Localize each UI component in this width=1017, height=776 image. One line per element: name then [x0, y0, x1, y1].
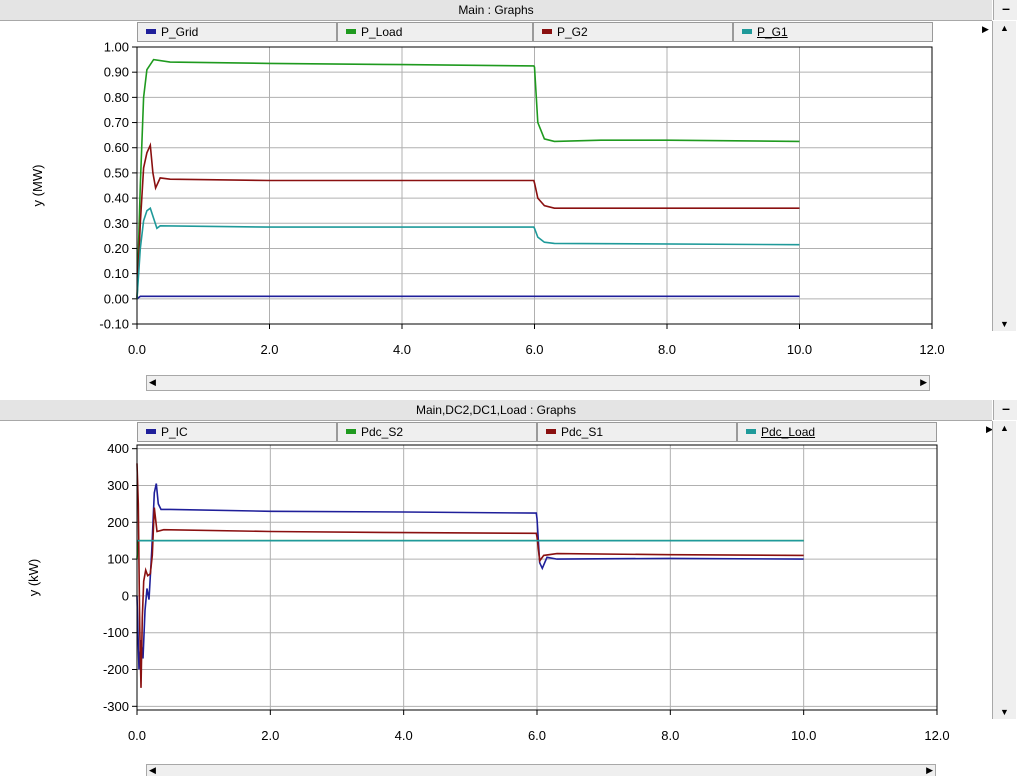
graph-panel-2: Main,DC2,DC1,Load : Graphs – P_IC Pdc_S2… [0, 400, 1017, 776]
y-tick-label: 0.40 [104, 191, 129, 206]
legend-item-p-load[interactable]: P_Load [337, 22, 533, 42]
x-tick-label: 2.0 [261, 728, 279, 743]
legend-label: P_G2 [557, 25, 588, 39]
x-tick-label: 2.0 [260, 342, 278, 357]
scroll-down-icon[interactable]: ▼ [1000, 707, 1009, 717]
legend-swatch [746, 429, 756, 435]
y-tick-label: 0.50 [104, 165, 129, 180]
scroll-right-icon[interactable]: ▶ [920, 377, 927, 387]
y-tick-label: 100 [107, 552, 129, 567]
legend-label: P_Grid [161, 25, 199, 39]
legend-scroll-right-icon[interactable]: ▶ [986, 424, 993, 434]
graph-panel-1: Main : Graphs – P_Grid P_Load P_G2 P_G1 … [0, 0, 1017, 391]
y-tick-label: 0.00 [104, 291, 129, 306]
scroll-left-icon[interactable]: ◀ [149, 377, 156, 387]
legend-swatch [346, 29, 356, 35]
horizontal-scrollbar[interactable]: ◀ ▶ [146, 375, 930, 391]
x-tick-label: 12.0 [924, 728, 949, 743]
panel-title: Main,DC2,DC1,Load : Graphs [0, 400, 992, 421]
y-tick-label: 0.30 [104, 216, 129, 231]
series-line-p-load [136, 58, 800, 299]
y-tick-label: 0.20 [104, 241, 129, 256]
y-tick-label: -300 [103, 699, 129, 714]
x-tick-label: 4.0 [395, 728, 413, 743]
legend-label: Pdc_S2 [361, 425, 404, 439]
vertical-scrollbar[interactable]: ▲ ▼ [992, 21, 1016, 331]
y-tick-label: 0.80 [104, 90, 129, 105]
scroll-left-icon[interactable]: ◀ [149, 765, 156, 775]
x-tick-label: 8.0 [661, 728, 679, 743]
legend: P_Grid P_Load P_G2 P_G1 ▶ [0, 20, 992, 44]
y-tick-label: 1.00 [104, 40, 129, 55]
series-line-p-g1 [136, 206, 800, 299]
legend-swatch [346, 429, 356, 435]
legend-label: Pdc_S1 [561, 425, 604, 439]
legend-swatch [146, 429, 156, 435]
legend-item-p-grid[interactable]: P_Grid [137, 22, 337, 42]
legend-swatch [742, 29, 752, 35]
chart-2: 0.0 2.0 4.0 6.0 8.0 10.0 12.0 400 300 200 100 0 -100… [26, 441, 950, 743]
scroll-down-icon[interactable]: ▼ [1000, 319, 1009, 329]
panel-title: Main : Graphs [0, 0, 992, 21]
y-tick-label: 0.70 [104, 115, 129, 130]
legend-label: Pdc_Load [761, 425, 816, 439]
y-tick-label: -100 [103, 625, 129, 640]
legend: P_IC Pdc_S2 Pdc_S1 Pdc_Load ▶ [0, 420, 993, 444]
legend-label: P_G1 [757, 25, 788, 39]
legend-item-pdc-s1[interactable]: Pdc_S1 [537, 422, 737, 442]
x-tick-label: 4.0 [393, 342, 411, 357]
legend-swatch [146, 29, 156, 35]
legend-item-p-g2[interactable]: P_G2 [533, 22, 733, 42]
y-axis-label: y (MW) [30, 165, 45, 207]
y-tick-label: 400 [107, 441, 129, 456]
vertical-scrollbar[interactable]: ▲ ▼ [992, 421, 1016, 719]
scroll-up-icon[interactable]: ▲ [1000, 23, 1009, 33]
y-tick-label: -0.10 [99, 317, 129, 332]
series-line-p-g2 [136, 142, 800, 299]
horizontal-scrollbar[interactable]: ◀ ▶ [146, 764, 936, 776]
legend-swatch [546, 429, 556, 435]
scroll-up-icon[interactable]: ▲ [1000, 423, 1009, 433]
legend-item-pdc-load[interactable]: Pdc_Load [737, 422, 937, 442]
y-tick-label: 300 [107, 478, 129, 493]
x-tick-label: 6.0 [528, 728, 546, 743]
series-line-pdc-s1 [136, 463, 804, 688]
minimize-button[interactable]: – [993, 0, 1017, 20]
legend-item-p-g1[interactable]: P_G1 [733, 22, 933, 42]
plot-frame [136, 444, 938, 711]
y-tick-label: 0.10 [104, 266, 129, 281]
minimize-button[interactable]: – [993, 400, 1017, 420]
plot-frame [136, 46, 933, 325]
x-tick-label: 10.0 [787, 342, 812, 357]
y-tick-label: 0.90 [104, 65, 129, 80]
legend-item-pdc-s2[interactable]: Pdc_S2 [337, 422, 537, 442]
x-tick-label: 8.0 [658, 342, 676, 357]
x-tick-label: 10.0 [791, 728, 816, 743]
chart-1: 0.0 2.0 4.0 6.0 8.0 10.0 12.0 1.00 0.90 0.80 0.70 0… [30, 40, 945, 358]
y-tick-label: 0.60 [104, 140, 129, 155]
scroll-right-icon[interactable]: ▶ [926, 765, 933, 775]
y-axis-label: y (kW) [26, 559, 41, 597]
series-line-p-ic [136, 483, 804, 670]
y-tick-label: 0 [122, 588, 129, 603]
legend-item-p-ic[interactable]: P_IC [137, 422, 337, 442]
x-tick-label: 12.0 [919, 342, 944, 357]
x-tick-label: 6.0 [525, 342, 543, 357]
series-line-p-grid [136, 295, 800, 300]
legend-scroll-right-icon[interactable]: ▶ [982, 24, 989, 34]
legend-label: P_IC [161, 425, 188, 439]
x-tick-label: 0.0 [128, 728, 146, 743]
legend-swatch [542, 29, 552, 35]
y-tick-label: -200 [103, 662, 129, 677]
legend-label: P_Load [361, 25, 403, 39]
x-tick-label: 0.0 [128, 342, 146, 357]
y-tick-label: 200 [107, 515, 129, 530]
